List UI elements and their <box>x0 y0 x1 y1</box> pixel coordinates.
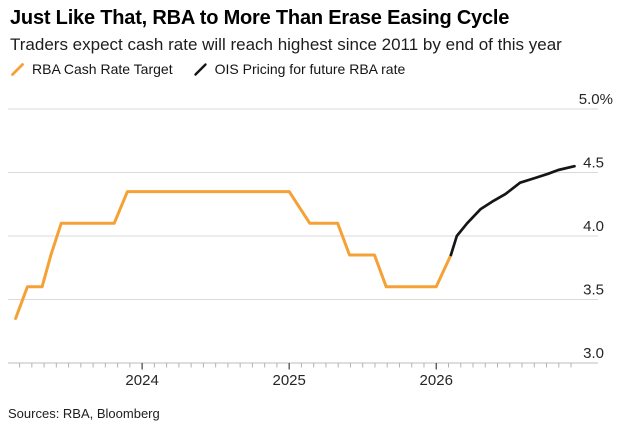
y-axis-label: 5.0% <box>579 91 613 108</box>
y-axis-label: 3.5 <box>583 282 604 299</box>
legend-item-ois-pricing: OIS Pricing for future RBA rate <box>193 61 406 77</box>
chart-legend: RBA Cash Rate Target OIS Pricing for fut… <box>10 61 405 77</box>
y-axis-label: 4.5 <box>583 155 604 172</box>
black-line-swatch-icon <box>193 62 207 76</box>
legend-label-rba: RBA Cash Rate Target <box>32 61 173 77</box>
y-axis-label: 4.0 <box>583 218 604 235</box>
series-line-rba-cash-rate <box>14 190 453 320</box>
cash-rate-line-chart: 3.0 3.5 4.0 4.5 5.0% 2024 2025 2026 <box>8 91 613 389</box>
x-axis-label: 2026 <box>420 372 453 389</box>
chart-title: Just Like That, RBA to More Than Erase E… <box>10 7 510 29</box>
legend-label-ois: OIS Pricing for future RBA rate <box>214 61 406 77</box>
series-line-ois-pricing <box>449 164 576 257</box>
y-axis-label: 3.0 <box>583 345 604 362</box>
x-axis-label: 2025 <box>272 372 305 389</box>
sources-note: Sources: RBA, Bloomberg <box>8 406 160 421</box>
chart-subtitle: Traders expect cash rate will reach high… <box>10 35 562 54</box>
legend-item-rba-cash-rate: RBA Cash Rate Target <box>10 61 173 77</box>
x-axis-label: 2024 <box>125 372 158 389</box>
orange-line-swatch-icon <box>11 62 24 76</box>
